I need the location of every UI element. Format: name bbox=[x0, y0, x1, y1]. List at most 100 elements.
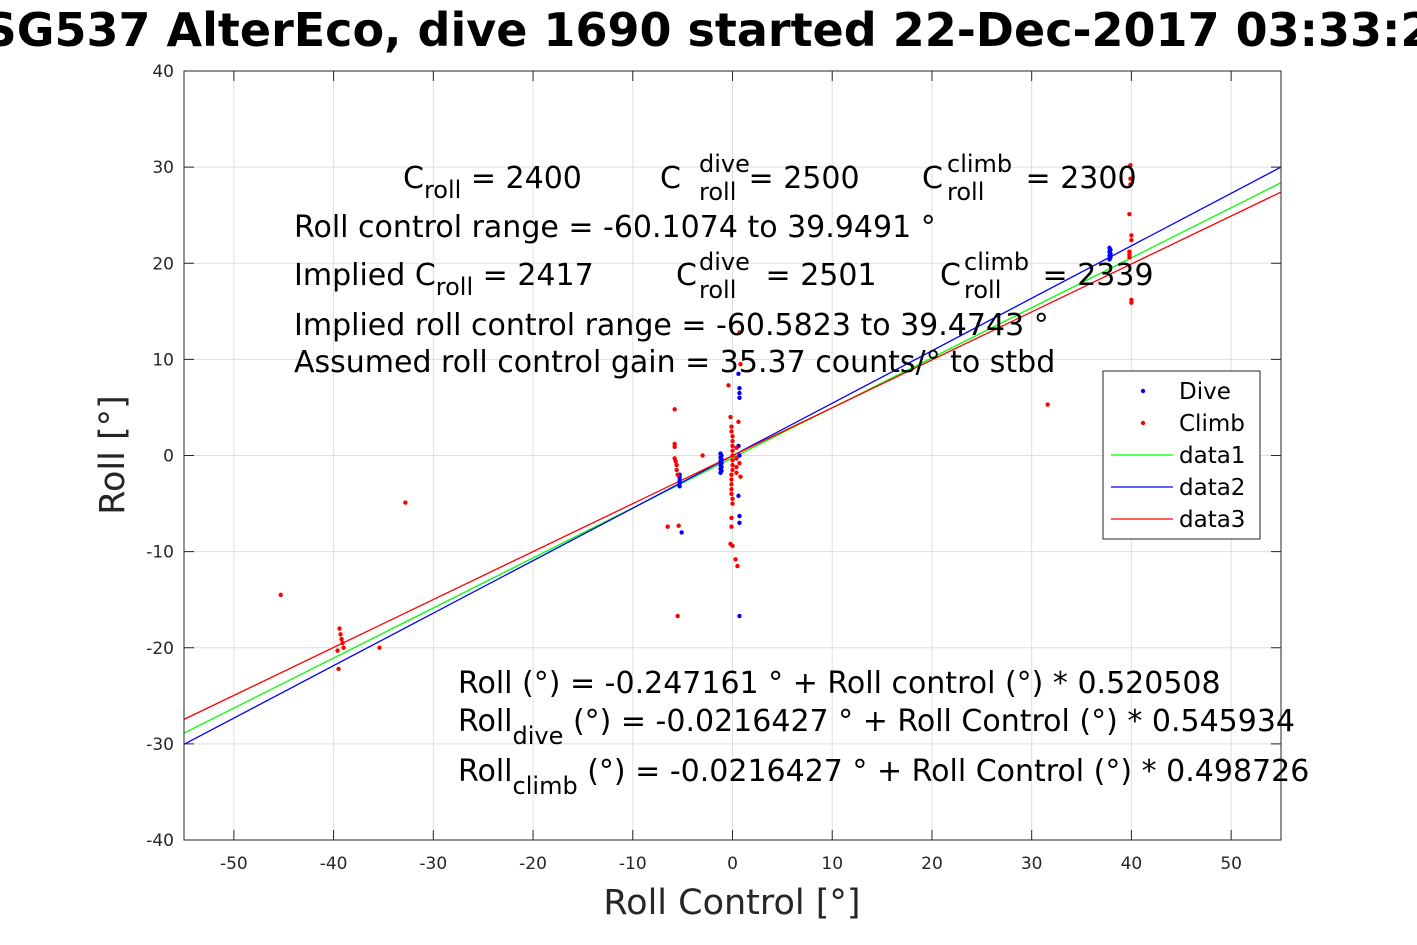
y-tick-label: 30 bbox=[152, 158, 174, 178]
point-climb bbox=[729, 482, 734, 487]
point-dive bbox=[719, 457, 724, 462]
point-climb bbox=[1129, 237, 1134, 243]
implied-c-roll-prefix: Implied C bbox=[294, 258, 436, 293]
point-climb bbox=[675, 613, 680, 619]
point-dive bbox=[677, 484, 682, 489]
point-climb bbox=[729, 477, 734, 482]
legend-label-data3: data3 bbox=[1179, 507, 1245, 533]
legend: Dive Climb data1 data2 data3 bbox=[1102, 370, 1261, 540]
point-climb bbox=[672, 407, 677, 412]
fit-climb-subscript: climb bbox=[513, 772, 578, 800]
implied-c-roll-annotation: Implied Croll = 2417 bbox=[294, 258, 594, 301]
point-climb bbox=[673, 459, 678, 464]
point-climb bbox=[730, 453, 735, 458]
point-dive bbox=[719, 460, 724, 466]
point-climb bbox=[1045, 402, 1050, 407]
point-climb bbox=[730, 467, 735, 473]
point-dive bbox=[1108, 247, 1113, 252]
point-climb bbox=[729, 524, 734, 529]
point-climb bbox=[674, 467, 679, 473]
c-dive-symbol: C bbox=[660, 161, 681, 196]
point-climb bbox=[729, 515, 734, 521]
implied-c-dive-value: = 2501 bbox=[756, 258, 877, 293]
y-axis-label: Roll [°] bbox=[93, 395, 133, 515]
point-climb bbox=[700, 453, 705, 458]
y-tick-label: 10 bbox=[152, 350, 174, 370]
implied-c-dive-subscript: roll bbox=[699, 276, 736, 304]
point-dive bbox=[719, 464, 724, 470]
point-dive bbox=[737, 513, 742, 519]
implied-c-climb-subscript: roll bbox=[964, 276, 1001, 304]
point-climb bbox=[730, 448, 735, 453]
point-climb bbox=[726, 383, 731, 388]
y-tick-label: -20 bbox=[146, 639, 174, 659]
point-climb bbox=[665, 524, 670, 529]
point-climb bbox=[737, 330, 742, 335]
point-climb bbox=[734, 445, 739, 451]
point-climb bbox=[278, 592, 283, 598]
legend-label-dive: Dive bbox=[1179, 379, 1231, 405]
point-climb bbox=[734, 456, 739, 461]
point-climb bbox=[729, 424, 734, 429]
point-climb bbox=[338, 632, 343, 637]
legend-marker-dive bbox=[1140, 388, 1146, 394]
point-climb bbox=[1128, 176, 1133, 181]
legend-marker-climb bbox=[1140, 420, 1146, 426]
point-climb bbox=[337, 626, 342, 631]
c-dive-subscript: roll bbox=[699, 178, 736, 206]
point-climb bbox=[340, 640, 345, 646]
point-climb bbox=[730, 496, 735, 501]
point-climb bbox=[335, 648, 340, 653]
implied-c-climb-symbol: C bbox=[940, 258, 961, 293]
x-tick-label: -40 bbox=[320, 854, 348, 874]
implied-c-climb-superscript: climb bbox=[964, 248, 1029, 276]
x-tick-label: 20 bbox=[921, 854, 943, 874]
y-tick-label: 40 bbox=[152, 62, 174, 82]
point-climb bbox=[728, 414, 733, 420]
point-climb bbox=[730, 462, 735, 468]
calibration-annotations: Croll = 2400 C dive roll = 2500 C climb … bbox=[294, 150, 1154, 380]
x-tick-label: 0 bbox=[727, 854, 738, 874]
point-climb bbox=[341, 645, 346, 650]
point-dive bbox=[719, 468, 724, 474]
c-climb-value: = 2300 bbox=[1016, 161, 1137, 196]
fit-dive-rest: (°) = -0.0216427 ° + Roll Control (°) * … bbox=[563, 704, 1295, 739]
c-climb-superscript: climb bbox=[947, 150, 1012, 178]
fit-equation-all: Roll (°) = -0.247161 ° + Roll control (°… bbox=[458, 666, 1221, 701]
point-climb bbox=[1128, 163, 1133, 168]
fit-line-data1 bbox=[183, 182, 1282, 734]
data-points bbox=[278, 163, 1134, 672]
point-climb bbox=[403, 500, 408, 505]
c-roll-subscript: roll bbox=[424, 176, 461, 204]
x-axis-label: Roll Control [°] bbox=[603, 883, 860, 923]
fit-climb-rest: (°) = -0.0216427 ° + Roll Control (°) * … bbox=[578, 754, 1310, 789]
point-climb bbox=[730, 438, 735, 444]
x-tick-label: 40 bbox=[1121, 854, 1143, 874]
fit-climb-prefix: Roll bbox=[458, 754, 513, 789]
point-climb bbox=[736, 419, 741, 425]
point-dive bbox=[737, 453, 742, 458]
point-dive bbox=[737, 520, 742, 525]
point-climb bbox=[672, 444, 677, 450]
point-climb bbox=[729, 429, 734, 434]
point-climb bbox=[339, 636, 344, 642]
y-tick-label: -40 bbox=[146, 831, 174, 851]
legend-label-data1: data1 bbox=[1179, 443, 1245, 469]
c-dive-superscript: dive bbox=[699, 150, 750, 178]
implied-c-dive-symbol: C bbox=[676, 258, 697, 293]
x-tick-label: -20 bbox=[519, 854, 547, 874]
point-climb bbox=[729, 486, 734, 492]
point-dive bbox=[737, 386, 742, 391]
x-tick-label: -50 bbox=[220, 854, 248, 874]
point-climb bbox=[676, 523, 681, 528]
axis-ticks: -50 -40 -30 -20 -10 0 10 20 30 40 50 -40 -30 -20 -10 0 1… bbox=[146, 62, 1281, 874]
point-climb bbox=[729, 472, 734, 477]
point-climb bbox=[737, 460, 742, 466]
point-climb bbox=[734, 470, 739, 476]
implied-c-roll-subscript: roll bbox=[436, 273, 473, 301]
chart-title: SG537 AlterEco, dive 1690 started 22-Dec… bbox=[0, 3, 1417, 57]
point-climb bbox=[675, 472, 680, 477]
fit-dive-prefix: Roll bbox=[458, 704, 513, 739]
point-climb bbox=[729, 491, 734, 497]
gain-text: Assumed roll control gain = 35.37 counts… bbox=[294, 345, 1055, 380]
